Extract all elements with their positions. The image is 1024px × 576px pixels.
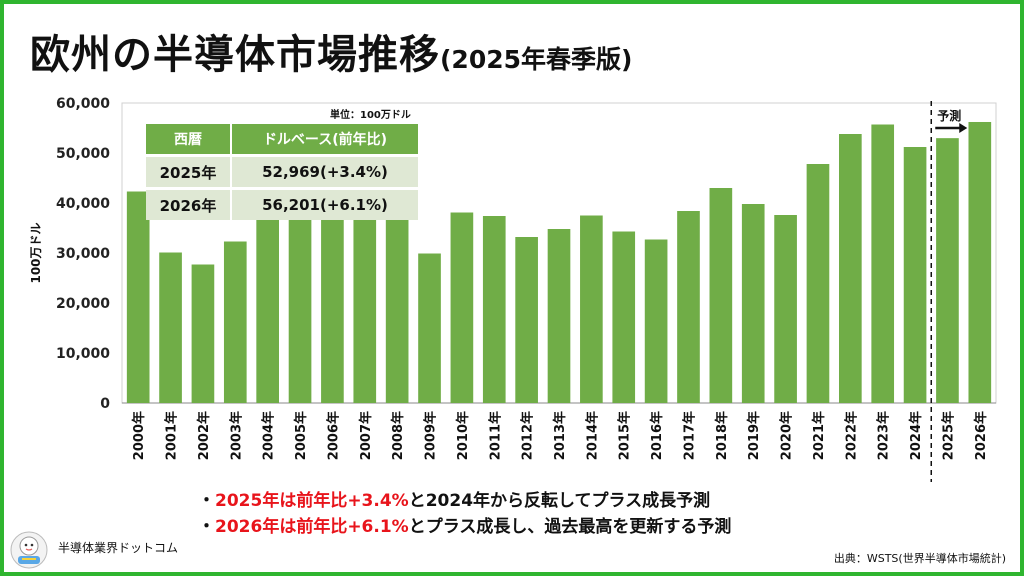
x-tick-label: 2025年	[940, 411, 956, 460]
x-tick-label: 2001年	[164, 411, 180, 460]
bar	[288, 206, 312, 403]
bar	[644, 239, 668, 403]
note-bullet: ・	[198, 491, 215, 511]
y-tick-label: 10,000	[56, 346, 110, 362]
bar	[871, 124, 895, 403]
forecast-arrow-icon	[959, 123, 968, 133]
x-tick-label: 2004年	[261, 411, 277, 460]
table-header-row: 西暦 ドルベース(前年比)	[146, 124, 418, 154]
title-subtitle: (2025年春季版)	[440, 45, 633, 74]
bar	[709, 188, 733, 403]
bar	[353, 197, 377, 403]
bar	[741, 204, 765, 403]
x-tick-label: 2022年	[843, 411, 859, 460]
bar	[774, 215, 797, 403]
bar	[385, 213, 409, 403]
x-tick-label: 2023年	[876, 411, 892, 460]
bar	[450, 212, 474, 403]
y-tick-label: 40,000	[56, 196, 110, 212]
note-bullet: ・	[198, 517, 215, 537]
table-row: 2025年 52,969(+3.4%)	[146, 156, 418, 187]
x-tick-label: 2009年	[423, 411, 439, 460]
bar	[126, 191, 150, 403]
x-tick-label: 2014年	[584, 411, 600, 460]
y-axis-label: 100万ドル	[29, 222, 43, 283]
bar	[256, 206, 279, 403]
mascot-logo-icon	[10, 531, 48, 569]
x-tick-label: 2011年	[487, 411, 503, 460]
x-tick-label: 2002年	[196, 411, 212, 460]
x-tick-label: 2012年	[520, 411, 536, 460]
bar	[191, 264, 215, 403]
brand-name: 半導体業界ドットコム	[58, 541, 179, 555]
note-line-2: ・2026年は前年比+6.1%とプラス成長し、過去最高を更新する予測	[198, 512, 731, 537]
x-tick-label: 2010年	[455, 411, 471, 460]
bar	[321, 202, 344, 403]
note-line-1: ・2025年は前年比+3.4%と2024年から反転してプラス成長予測	[198, 486, 710, 511]
bar	[515, 237, 538, 403]
bar	[547, 229, 571, 403]
x-tick-label: 2016年	[649, 411, 665, 460]
y-tick-label: 0	[100, 396, 110, 412]
x-tick-label: 2007年	[358, 411, 374, 460]
bar	[418, 253, 441, 403]
table-cell-value: 52,969(+3.4%)	[232, 156, 418, 187]
y-tick-label: 30,000	[56, 246, 110, 262]
x-tick-label: 2020年	[779, 411, 795, 460]
chart-bars	[126, 121, 992, 404]
note-highlight: 2026年は前年比+6.1%	[215, 517, 409, 537]
table-cell-value: 56,201(+6.1%)	[232, 189, 418, 220]
x-tick-label: 2015年	[617, 411, 633, 460]
bar	[223, 241, 247, 403]
unit-label: 単位：100万ドル	[330, 110, 411, 121]
x-tick-label: 2013年	[552, 411, 568, 460]
x-tick-label: 2024年	[908, 411, 924, 460]
bar	[806, 164, 830, 403]
chart-labels: 0 10,000 20,000 30,000 40,000 50,000 60,000 100…	[29, 96, 989, 460]
y-tick-label: 20,000	[56, 296, 110, 312]
table-header-value: ドルベース(前年比)	[232, 124, 418, 154]
y-tick-label: 50,000	[56, 146, 110, 162]
x-tick-label: 2021年	[811, 411, 827, 460]
x-tick-label: 2008年	[390, 411, 406, 460]
x-tick-label: 2017年	[681, 411, 697, 460]
x-tick-label: 2018年	[714, 411, 730, 460]
x-tick-label: 2000年	[131, 411, 147, 460]
table-header-year: 西暦	[146, 124, 232, 154]
x-tick-label: 2019年	[746, 411, 762, 460]
x-tick-label: 2026年	[973, 411, 989, 460]
bar	[968, 121, 992, 404]
bar	[903, 147, 927, 403]
forecast-label: 予測	[937, 108, 961, 123]
y-tick-label: 60,000	[56, 96, 110, 112]
page-title: 欧州の半導体市場推移(2025年春季版)	[30, 22, 632, 80]
table-row: 2026年 56,201(+6.1%)	[146, 189, 418, 220]
table-cell-year: 2026年	[146, 189, 232, 220]
bar	[580, 215, 603, 403]
note-highlight: 2025年は前年比+3.4%	[215, 491, 409, 511]
table-cell-year: 2025年	[146, 156, 232, 187]
note-text: とプラス成長し、過去最高を更新する予測	[408, 517, 732, 537]
bar	[677, 211, 700, 403]
source-credit: 出典：WSTS(世界半導体市場統計)	[833, 552, 1006, 565]
x-tick-label: 2003年	[228, 411, 244, 460]
x-tick-label: 2005年	[293, 411, 309, 460]
note-text: と2024年から反転してプラス成長予測	[408, 491, 711, 511]
forecast-table: 西暦 ドルベース(前年比) 2025年 52,969(+3.4%) 2026年 …	[146, 122, 418, 222]
bar	[839, 134, 862, 403]
bar	[612, 231, 636, 403]
x-tick-label: 2006年	[325, 411, 341, 460]
bar	[936, 138, 959, 403]
bar	[482, 216, 506, 403]
title-main: 欧州の半導体市場推移	[30, 32, 440, 78]
bar	[159, 252, 182, 403]
